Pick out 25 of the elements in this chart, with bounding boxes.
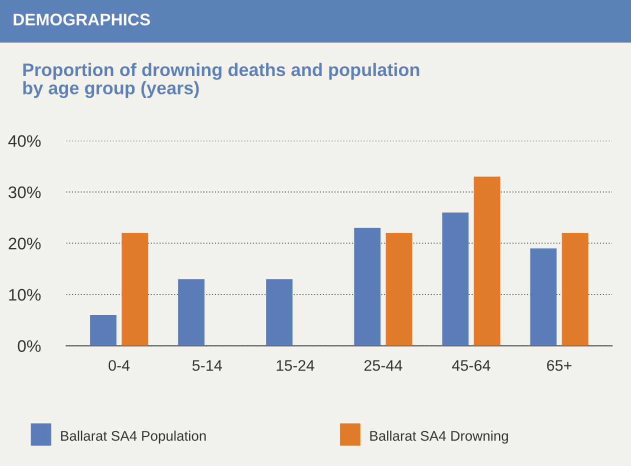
x-tick-label: 65+ <box>547 360 572 371</box>
bar <box>90 315 116 346</box>
y-tick-label: 20% <box>8 238 41 250</box>
x-tick-label: 0-4 <box>108 360 130 371</box>
y-tick-label: 0% <box>18 340 41 352</box>
chart-subtitle: Proportion of drowning deaths and population by age group (years) <box>23 62 420 98</box>
bar <box>530 248 557 346</box>
x-tick-label: 5-14 <box>192 360 222 371</box>
legend-label: Ballarat SA4 Population <box>61 430 206 444</box>
bar <box>562 233 588 346</box>
x-tick-label: 25-44 <box>364 360 402 371</box>
chart-title: DEMOGRAPHICS <box>14 14 150 26</box>
y-tick-label: 30% <box>8 186 41 198</box>
bar <box>386 233 412 346</box>
bar <box>474 176 500 346</box>
bar <box>122 233 148 346</box>
bar <box>354 228 381 346</box>
bar <box>442 212 469 346</box>
x-tick-label: 45-64 <box>452 360 490 371</box>
x-tick-label: 15-24 <box>276 360 314 371</box>
y-tick-label: 10% <box>9 288 41 301</box>
bar <box>178 279 204 346</box>
legend-label: Ballarat SA4 Drowning <box>370 430 508 444</box>
y-tick-label: 40% <box>8 135 41 147</box>
bar <box>266 279 293 346</box>
